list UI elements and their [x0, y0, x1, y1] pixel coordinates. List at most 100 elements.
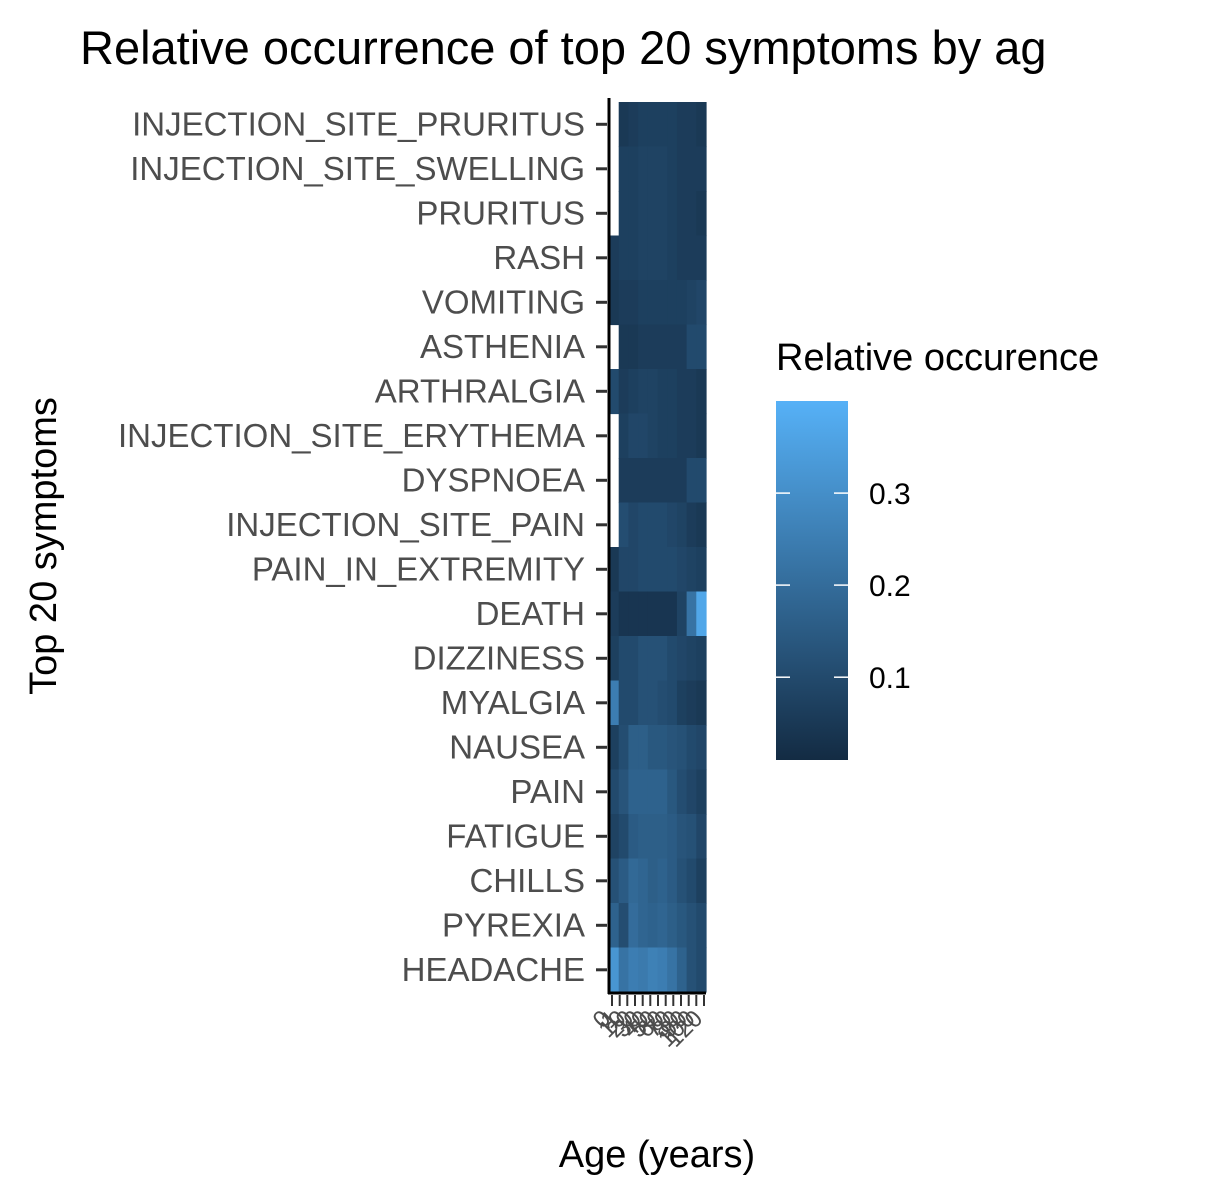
heatmap-cell [667, 413, 678, 459]
heatmap-cell [696, 725, 707, 771]
heatmap-cell [628, 235, 639, 281]
heatmap-cell [696, 191, 707, 237]
heatmap-cell [657, 725, 668, 771]
heatmap-cell [657, 547, 668, 593]
heatmap-cell [667, 947, 678, 993]
heatmap-cell [638, 769, 649, 815]
heatmap-cell [647, 502, 659, 548]
heatmap-cell [686, 191, 697, 237]
heatmap-cell [657, 146, 668, 192]
y-tick-label: VOMITING [422, 283, 585, 320]
heatmap-cell [686, 636, 697, 682]
y-tick-label: MYALGIA [441, 684, 585, 721]
heatmap-cell [657, 458, 668, 504]
heatmap-cell [618, 324, 629, 370]
heatmap-cell [696, 280, 707, 326]
heatmap-cell [667, 502, 678, 548]
heatmap-cell [667, 547, 678, 593]
heatmap-cell [638, 725, 649, 771]
heatmap-cell [667, 814, 678, 860]
heatmap-cell [647, 146, 659, 192]
legend-colorbar [776, 401, 848, 760]
y-tick-label: FATIGUE [446, 817, 585, 854]
heatmap-cell [638, 814, 649, 860]
y-tick-label: PYREXIA [442, 906, 585, 943]
heatmap-cell [647, 102, 659, 148]
heatmap-cell [618, 680, 629, 726]
heatmap-cell [667, 280, 678, 326]
legend-label: 0.2 [869, 570, 911, 603]
heatmap-cell [657, 102, 668, 148]
heatmap-cell [696, 680, 707, 726]
heatmap-cell [676, 547, 688, 593]
heatmap-cell [618, 814, 629, 860]
heatmap-cell [618, 191, 629, 237]
heatmap-cell [628, 369, 639, 415]
heatmap-cell [676, 903, 688, 949]
heatmap-cell [647, 591, 659, 637]
heatmap-cell [647, 235, 659, 281]
heatmap-cell [686, 458, 697, 504]
heatmap-cell [696, 458, 707, 504]
heatmap-cell [676, 947, 688, 993]
heatmap-cell [657, 903, 668, 949]
heatmap-cell [686, 903, 697, 949]
heatmap-cell [609, 680, 620, 726]
heatmap-cell [647, 324, 659, 370]
x-axis-ticks [611, 995, 705, 1006]
heatmap-cell [638, 591, 649, 637]
heatmap-cell [676, 235, 688, 281]
heatmap-cell [647, 458, 659, 504]
heatmap-cell [676, 280, 688, 326]
heatmap-cell [647, 680, 659, 726]
heatmap-cell [647, 413, 659, 459]
heatmap-cell [647, 191, 659, 237]
y-tick-label: ASTHENIA [420, 328, 585, 365]
heatmap-cell [628, 591, 639, 637]
heatmap-cell [628, 636, 639, 682]
heatmap-cell [696, 324, 707, 370]
heatmap-cell [618, 903, 629, 949]
y-tick-label: DYSPNOEA [402, 461, 585, 498]
heatmap-cell [667, 235, 678, 281]
heatmap-cell [657, 769, 668, 815]
heatmap-cell [609, 235, 620, 281]
heatmap-cell [686, 369, 697, 415]
heatmap-cell [657, 947, 668, 993]
heatmap-cell [657, 235, 668, 281]
heatmap-cell [638, 458, 649, 504]
heatmap-cell [657, 502, 668, 548]
heatmap-cell [667, 324, 678, 370]
heatmap-cell [667, 591, 678, 637]
y-tick-label: PAIN [510, 773, 585, 810]
heatmap-cell [696, 591, 707, 637]
heatmap-cell [667, 903, 678, 949]
heatmap-cell [628, 680, 639, 726]
heatmap-cell [696, 636, 707, 682]
heatmap-cell [628, 458, 639, 504]
x-axis-title: Age (years) [559, 1134, 755, 1176]
heatmap-cell [657, 413, 668, 459]
heatmap-cell [676, 814, 688, 860]
heatmap-cell [638, 636, 649, 682]
heatmap-cell [676, 725, 688, 771]
heatmap-cell [696, 369, 707, 415]
heatmap-cell [676, 102, 688, 148]
heatmap-cell [638, 235, 649, 281]
heatmap-cell [676, 191, 688, 237]
heatmap-cell [696, 858, 707, 904]
heatmap-cell [657, 369, 668, 415]
heatmap-cell [628, 102, 639, 148]
heatmap-cell [628, 146, 639, 192]
y-tick-label: INJECTION_SITE_PRURITUS [132, 105, 585, 142]
heatmap-cell [657, 636, 668, 682]
heatmap-cell [686, 413, 697, 459]
heatmap-cell [618, 547, 629, 593]
heatmap-cell [667, 146, 678, 192]
heatmap-cell [696, 903, 707, 949]
heatmap-cell [618, 146, 629, 192]
y-tick-label: INJECTION_SITE_PAIN [226, 506, 585, 543]
heatmap-cell [618, 280, 629, 326]
heatmap-cell [618, 769, 629, 815]
heatmap-cell [609, 725, 620, 771]
